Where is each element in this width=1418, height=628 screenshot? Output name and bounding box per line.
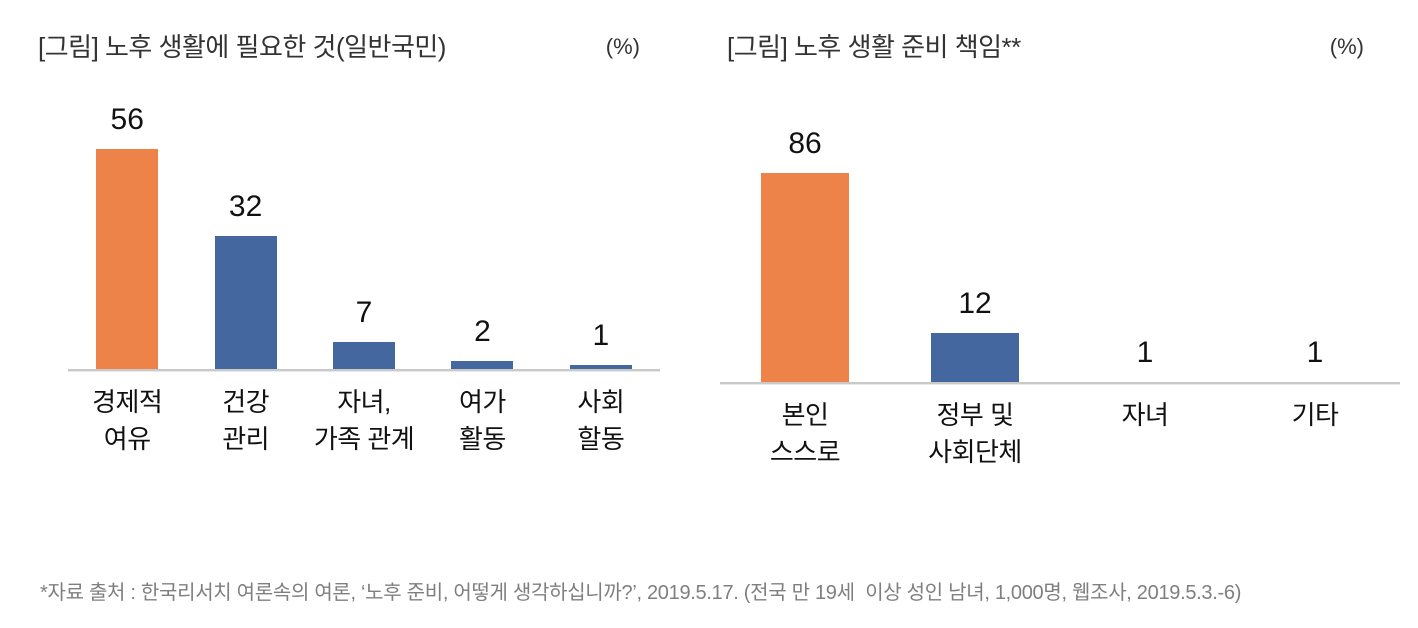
bar-column: 7 — [305, 64, 423, 369]
chart-header: [그림] 노후 생활 준비 책임** (%) — [720, 30, 1400, 64]
bar-column: 2 — [423, 64, 541, 369]
footnotes: *자료 출처 : 한국리서치 여론속의 여론, ‘노후 준비, 어떻게 생각하십… — [40, 508, 1380, 628]
bar-value-label: 1 — [1306, 336, 1324, 369]
bar-column: 1 — [1060, 64, 1230, 382]
bar-column: 32 — [186, 64, 304, 369]
bar — [214, 236, 277, 369]
bar-value-label: 7 — [355, 296, 373, 329]
bar — [451, 361, 514, 369]
category-axis: 본인 스스로 정부 및 사회단체 자녀 기타 — [720, 385, 1400, 471]
bar-column: 56 — [68, 64, 186, 369]
category-label: 사회 할동 — [577, 387, 625, 454]
category-label: 기타 — [1291, 400, 1339, 430]
chart-header: [그림] 노후 생활에 필요한 것(일반국민) (%) — [38, 30, 660, 64]
bar-value-label: 12 — [958, 287, 992, 320]
bar — [761, 173, 849, 382]
category-label: 정부 및 사회단체 — [928, 400, 1022, 467]
chart-title: [그림] 노후 생활 준비 책임** — [727, 32, 1021, 62]
plot-area: 56 32 7 2 1 — [68, 64, 660, 369]
footnote-source: *자료 출처 : 한국리서치 여론속의 여론, ‘노후 준비, 어떻게 생각하십… — [40, 582, 1242, 604]
bar-value-label: 86 — [788, 127, 822, 160]
x-axis-line — [720, 382, 1400, 385]
category-axis: 경제적 여유 건강 관리 자녀, 가족 관계 여가 활동 사회 할동 — [68, 372, 660, 458]
category-label: 여가 활동 — [459, 387, 506, 454]
category-label: 건강 관리 — [222, 387, 270, 454]
bar — [569, 365, 632, 369]
unit-label: (%) — [1329, 34, 1364, 59]
bar — [333, 342, 396, 369]
chart-title: [그림] 노후 생활에 필요한 것(일반국민) — [38, 32, 446, 62]
bar — [931, 333, 1019, 382]
bar-value-label: 2 — [474, 315, 491, 348]
bar-value-label: 56 — [110, 103, 144, 136]
chart-needs-for-old-age: [그림] 노후 생활에 필요한 것(일반국민) (%) 56 32 7 2 1 경제적 … — [38, 30, 660, 458]
category-label: 본인 스스로 — [769, 400, 841, 467]
bar-value-label: 32 — [228, 190, 263, 223]
bar-column: 1 — [542, 64, 660, 369]
bar-column: 12 — [890, 64, 1060, 382]
unit-label: (%) — [605, 34, 640, 59]
plot-area: 86 12 1 1 — [720, 64, 1400, 382]
category-label: 경제적 여유 — [92, 387, 163, 454]
bar-value-label: 1 — [1136, 336, 1154, 369]
bar — [96, 149, 159, 369]
category-label: 자녀 — [1121, 400, 1169, 430]
chart-preparation-responsibility: [그림] 노후 생활 준비 책임** (%) 86 12 1 1 본인 스스로 정부 및… — [720, 30, 1400, 471]
x-axis-line — [68, 369, 660, 372]
bar-column: 86 — [720, 64, 890, 382]
bar-column: 1 — [1230, 64, 1400, 382]
bar-value-label: 1 — [592, 319, 610, 352]
category-label: 자녀, 가족 관계 — [313, 387, 415, 454]
